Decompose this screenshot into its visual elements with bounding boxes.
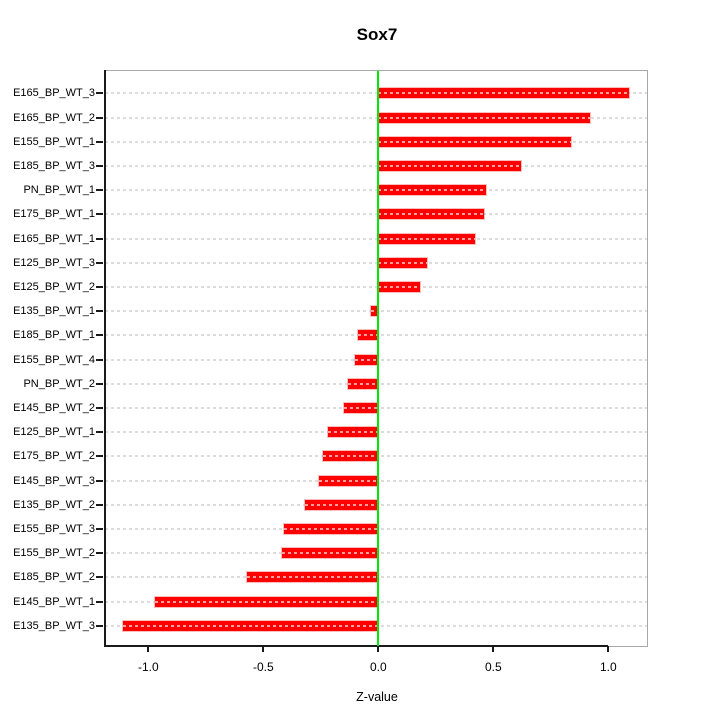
x-tick-label: -0.5 (252, 660, 274, 674)
y-axis-tick (96, 285, 103, 288)
y-axis-tick (96, 624, 103, 627)
grid-line (105, 164, 647, 167)
grid-line (105, 213, 647, 216)
x-tick-label: 0.5 (484, 660, 502, 674)
category-label: E155_BP_WT_2 (13, 547, 95, 560)
x-axis-tick (607, 646, 610, 652)
x-axis-tick (262, 646, 265, 652)
bar (155, 596, 379, 607)
category-label: E165_BP_WT_3 (13, 87, 95, 100)
category-label: E125_BP_WT_3 (13, 256, 95, 269)
bar (378, 160, 521, 171)
bar (371, 306, 379, 317)
bar (378, 136, 572, 147)
category-label: PN_BP_WT_2 (23, 377, 95, 390)
category-label: E185_BP_WT_3 (13, 159, 95, 172)
y-axis-tick (96, 310, 103, 313)
x-axis-tick (147, 646, 150, 652)
bar (281, 548, 379, 559)
bar (247, 572, 379, 583)
y-axis-tick (96, 552, 103, 555)
y-axis-tick (96, 576, 103, 579)
category-label: E145_BP_WT_3 (13, 474, 95, 487)
y-axis-tick (96, 189, 103, 192)
category-label: E185_BP_WT_2 (13, 571, 95, 584)
category-label: PN_BP_WT_1 (23, 184, 95, 197)
y-axis-tick (96, 600, 103, 603)
bar (355, 354, 379, 365)
bar (327, 427, 379, 438)
x-axis-line (104, 645, 609, 647)
category-label: E155_BP_WT_3 (13, 522, 95, 535)
y-axis-tick (96, 213, 103, 216)
category-label: E135_BP_WT_3 (13, 619, 95, 632)
bar (378, 257, 427, 268)
grid-line (105, 140, 647, 143)
y-axis-tick (96, 431, 103, 434)
bar (378, 185, 487, 196)
grid-line (105, 285, 647, 288)
category-label: E145_BP_WT_1 (13, 595, 95, 608)
bar (378, 112, 590, 123)
bar (343, 402, 379, 413)
y-axis-tick (96, 261, 103, 264)
category-label: E125_BP_WT_2 (13, 280, 95, 293)
y-axis-tick (96, 479, 103, 482)
bar (323, 451, 379, 462)
plot-area (96, 70, 648, 652)
y-axis-tick (96, 382, 103, 385)
grid-line (105, 189, 647, 192)
bar (357, 330, 379, 341)
y-axis-tick (96, 140, 103, 143)
bar (378, 281, 420, 292)
bar (378, 209, 485, 220)
x-tick-label: -1.0 (137, 660, 159, 674)
y-axis-tick (96, 164, 103, 167)
category-label: E165_BP_WT_2 (13, 111, 95, 124)
grid-line (105, 92, 647, 95)
bar (304, 499, 379, 510)
y-axis-tick (96, 358, 103, 361)
category-label: E165_BP_WT_1 (13, 232, 95, 245)
category-label: E155_BP_WT_1 (13, 135, 95, 148)
bar (318, 475, 379, 486)
zero-line (377, 71, 380, 646)
y-axis-tick (96, 116, 103, 119)
category-label: E145_BP_WT_2 (13, 401, 95, 414)
y-axis-line (104, 70, 106, 647)
x-axis-tick (492, 646, 495, 652)
grid-line (105, 261, 647, 264)
y-axis-tick (96, 237, 103, 240)
y-axis-tick (96, 406, 103, 409)
grid-line (105, 116, 647, 119)
category-label: E135_BP_WT_2 (13, 498, 95, 511)
bar (378, 88, 629, 99)
x-axis-title: Z-value (356, 690, 398, 704)
category-label: E125_BP_WT_1 (13, 426, 95, 439)
category-label: E175_BP_WT_1 (13, 208, 95, 221)
x-tick-label: 0.0 (369, 660, 387, 674)
y-axis-tick (96, 455, 103, 458)
category-label: E135_BP_WT_1 (13, 305, 95, 318)
category-label: E185_BP_WT_1 (13, 329, 95, 342)
bar (378, 233, 475, 244)
x-tick-label: 1.0 (599, 660, 617, 674)
bar (284, 523, 379, 534)
bar (348, 378, 379, 389)
y-axis-tick (96, 527, 103, 530)
y-axis-tick (96, 92, 103, 95)
x-axis-tick (377, 646, 380, 652)
y-axis-tick (96, 334, 103, 337)
category-label: E175_BP_WT_2 (13, 450, 95, 463)
grid-line (105, 237, 647, 240)
chart-title: Sox7 (356, 25, 398, 44)
y-axis-tick (96, 503, 103, 506)
category-label: E155_BP_WT_4 (13, 353, 95, 366)
bar (123, 620, 379, 631)
